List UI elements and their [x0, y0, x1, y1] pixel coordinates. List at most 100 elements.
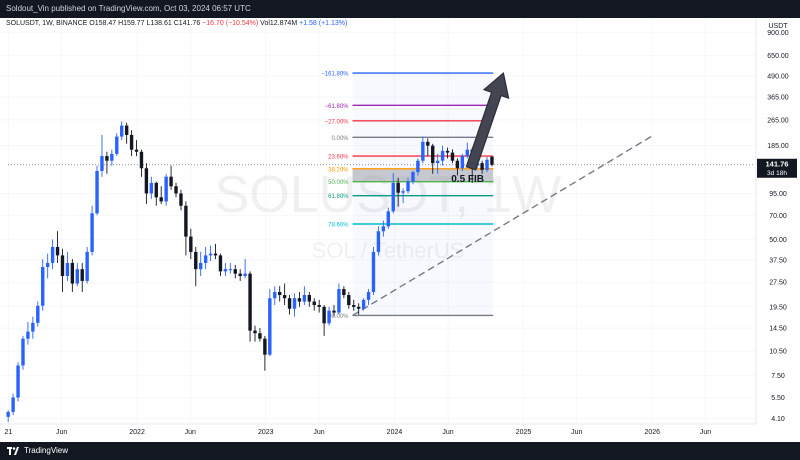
candle-body: [6, 411, 10, 417]
candle-body: [317, 305, 321, 307]
candle-body: [455, 160, 460, 169]
candle: [342, 286, 346, 299]
candle-body: [426, 141, 430, 146]
candle-body: [435, 160, 440, 164]
last-price-badge[interactable]: 141.76 3d 18h: [757, 158, 797, 178]
time-tick-label: 21: [4, 429, 12, 436]
candle: [100, 134, 104, 177]
price-tick-label: 14.50: [769, 326, 787, 333]
candle-body: [124, 125, 129, 135]
candle: [213, 243, 218, 260]
candle: [352, 299, 356, 311]
candle: [129, 130, 134, 157]
candle: [11, 393, 15, 416]
fib-level-label: −161.80%: [321, 72, 349, 78]
candle: [189, 228, 193, 260]
candle-body: [228, 269, 233, 271]
candle: [440, 145, 445, 166]
candle: [238, 269, 242, 281]
fib-annotation-label[interactable]: 0.5 FIB: [451, 174, 484, 185]
candle-body: [248, 273, 252, 331]
candle-body: [129, 134, 134, 150]
candle-body: [203, 255, 208, 263]
candle-body: [144, 168, 149, 194]
price-tick-label: 50.00: [769, 237, 787, 244]
candle-body: [55, 246, 60, 256]
candle: [243, 259, 247, 279]
candle-body: [184, 205, 188, 237]
ohlc-open: O158.47: [89, 20, 117, 27]
candle-body: [337, 289, 341, 313]
candle-body: [120, 125, 124, 137]
candle: [287, 295, 292, 315]
candle-body: [490, 156, 494, 165]
target-arrow-icon[interactable]: [465, 71, 510, 171]
candle-body: [411, 172, 415, 182]
fib-zone-fill: [352, 73, 494, 316]
candle: [490, 156, 494, 167]
candle: [465, 142, 469, 159]
candle: [50, 239, 55, 270]
candle-body: [253, 330, 257, 334]
candle-body: [322, 306, 326, 324]
candle-body: [169, 176, 173, 187]
price-tick-label: 185.00: [767, 143, 789, 150]
candle-body: [21, 338, 25, 366]
candle-body: [223, 269, 228, 272]
candle: [416, 158, 420, 176]
candle: [159, 186, 163, 204]
candle-body: [80, 269, 84, 281]
candle: [426, 138, 430, 157]
candle-body: [85, 251, 89, 281]
candle: [248, 271, 252, 342]
candle-body: [465, 149, 469, 157]
candle-body: [292, 298, 297, 309]
candle: [356, 303, 361, 315]
candle-body: [154, 182, 158, 198]
candle-body: [273, 291, 277, 299]
candle-body: [218, 255, 223, 272]
fib-level-label: 23.60%: [328, 155, 349, 161]
candle: [139, 149, 144, 177]
candle-body: [95, 170, 99, 214]
dashed-trendline[interactable]: [352, 135, 653, 317]
candle-body: [282, 295, 287, 299]
symbol-label[interactable]: SOLUSDT, 1W, BINANCE: [6, 20, 88, 27]
price-tick-label: 490.00: [767, 73, 789, 80]
candle-body: [268, 298, 272, 355]
candle: [45, 253, 50, 279]
trendline-group: [352, 135, 653, 317]
price-tick-label: 900.00: [767, 30, 789, 37]
candle: [317, 299, 321, 313]
candle: [435, 153, 440, 174]
candle-body: [421, 141, 425, 161]
candle: [120, 121, 124, 141]
candle-body: [480, 163, 484, 170]
candle: [31, 316, 35, 339]
price-tick-label: 265.00: [767, 117, 789, 124]
candle-body: [174, 186, 178, 194]
price-tick-label: 4.10: [771, 416, 785, 423]
price-axis: 900.00 650.00 490.00 365.00 265.00 185.00 95.0…: [767, 30, 789, 423]
candle-body: [381, 226, 386, 232]
candle-body: [485, 159, 489, 170]
candle-body: [199, 262, 203, 270]
ohlc-low: L138.61: [146, 20, 172, 27]
symbol-info-line: SOLUSDT, 1W, BINANCE O158.47 H159.77 L13…: [6, 20, 347, 27]
candle: [218, 253, 223, 276]
candle: [65, 251, 70, 281]
candle: [55, 231, 60, 263]
candle: [391, 173, 395, 214]
candle: [174, 182, 178, 198]
candle: [179, 189, 183, 211]
candle-body: [60, 255, 65, 276]
candle: [386, 207, 390, 229]
candle: [401, 188, 405, 204]
candle: [21, 335, 25, 370]
candle-body: [347, 295, 351, 306]
time-tick-label: Jun: [56, 429, 67, 436]
candle: [347, 291, 351, 309]
candle-body: [159, 197, 163, 202]
candle-body: [342, 289, 346, 296]
